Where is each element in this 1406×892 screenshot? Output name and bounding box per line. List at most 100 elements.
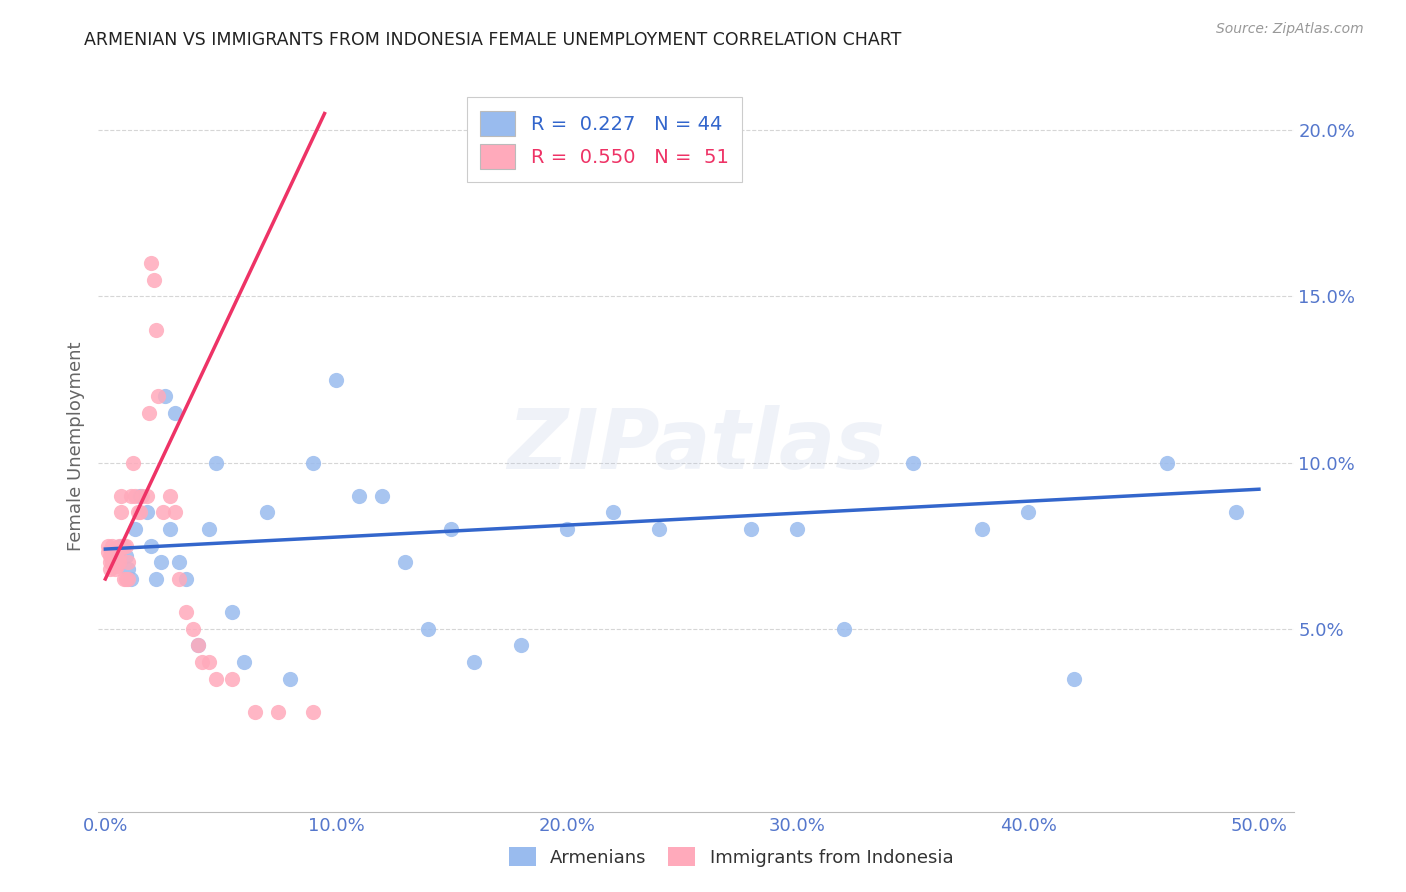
Point xyxy=(1156,456,1178,470)
Point xyxy=(145,572,167,586)
Point xyxy=(97,539,120,553)
Point xyxy=(1225,506,1247,520)
Point xyxy=(98,555,121,569)
Point xyxy=(148,389,170,403)
Point xyxy=(394,555,416,569)
Point xyxy=(181,622,204,636)
Point xyxy=(108,539,131,553)
Legend: Armenians, Immigrants from Indonesia: Armenians, Immigrants from Indonesia xyxy=(502,840,960,874)
Point xyxy=(970,522,993,536)
Point xyxy=(371,489,394,503)
Y-axis label: Female Unemployment: Female Unemployment xyxy=(66,342,84,550)
Point xyxy=(267,705,290,719)
Point xyxy=(117,555,139,569)
Point xyxy=(108,555,131,569)
Point xyxy=(245,705,267,719)
Point xyxy=(167,555,190,569)
Point xyxy=(187,639,209,653)
Point xyxy=(124,522,146,536)
Point xyxy=(138,406,160,420)
Point xyxy=(105,552,128,566)
Point xyxy=(256,506,278,520)
Text: ZIPatlas: ZIPatlas xyxy=(508,406,884,486)
Point xyxy=(129,506,152,520)
Point xyxy=(129,489,152,503)
Point xyxy=(98,562,121,576)
Point xyxy=(198,522,221,536)
Point xyxy=(786,522,808,536)
Point xyxy=(112,572,135,586)
Point xyxy=(418,622,440,636)
Text: Source: ZipAtlas.com: Source: ZipAtlas.com xyxy=(1216,22,1364,37)
Point xyxy=(163,506,186,520)
Point xyxy=(602,506,624,520)
Point xyxy=(555,522,578,536)
Point xyxy=(347,489,370,503)
Point xyxy=(187,639,209,653)
Point xyxy=(232,655,254,669)
Point xyxy=(105,545,128,559)
Point xyxy=(145,323,167,337)
Point xyxy=(901,456,924,470)
Point xyxy=(115,549,138,563)
Point xyxy=(117,562,139,576)
Point xyxy=(198,655,221,669)
Point xyxy=(105,558,128,573)
Point xyxy=(122,456,145,470)
Point xyxy=(135,489,157,503)
Point xyxy=(205,456,228,470)
Point xyxy=(110,489,132,503)
Point xyxy=(105,545,128,559)
Point xyxy=(205,672,228,686)
Point xyxy=(135,506,157,520)
Point xyxy=(174,605,197,619)
Text: ARMENIAN VS IMMIGRANTS FROM INDONESIA FEMALE UNEMPLOYMENT CORRELATION CHART: ARMENIAN VS IMMIGRANTS FROM INDONESIA FE… xyxy=(84,31,901,49)
Point xyxy=(124,489,146,503)
Point xyxy=(221,605,243,619)
Point xyxy=(1063,672,1085,686)
Point xyxy=(120,572,142,586)
Point xyxy=(159,489,181,503)
Point xyxy=(141,539,163,553)
Point xyxy=(112,539,135,553)
Point xyxy=(110,539,132,553)
Point xyxy=(174,572,197,586)
Point xyxy=(509,639,531,653)
Point xyxy=(97,545,120,559)
Point xyxy=(221,672,243,686)
Point xyxy=(463,655,485,669)
Point xyxy=(101,555,124,569)
Point xyxy=(155,389,177,403)
Point xyxy=(101,539,124,553)
Point xyxy=(108,549,131,563)
Point xyxy=(440,522,463,536)
Point xyxy=(159,522,181,536)
Point xyxy=(115,539,138,553)
Point xyxy=(127,506,149,520)
Point xyxy=(832,622,855,636)
Point xyxy=(117,572,139,586)
Point xyxy=(302,705,325,719)
Point xyxy=(120,489,142,503)
Point xyxy=(325,372,347,386)
Point xyxy=(103,542,125,557)
Point xyxy=(141,256,163,270)
Point xyxy=(1017,506,1039,520)
Point xyxy=(101,545,124,559)
Legend: R =  0.227   N = 44, R =  0.550   N =  51: R = 0.227 N = 44, R = 0.550 N = 51 xyxy=(467,97,742,182)
Point xyxy=(103,562,125,576)
Point xyxy=(163,406,186,420)
Point xyxy=(167,572,190,586)
Point xyxy=(648,522,671,536)
Point xyxy=(149,555,172,569)
Point xyxy=(142,273,165,287)
Point xyxy=(302,456,325,470)
Point xyxy=(98,549,121,563)
Point xyxy=(740,522,762,536)
Point xyxy=(278,672,301,686)
Point xyxy=(152,506,174,520)
Point xyxy=(115,572,138,586)
Point xyxy=(110,506,132,520)
Point xyxy=(191,655,214,669)
Point xyxy=(131,489,153,503)
